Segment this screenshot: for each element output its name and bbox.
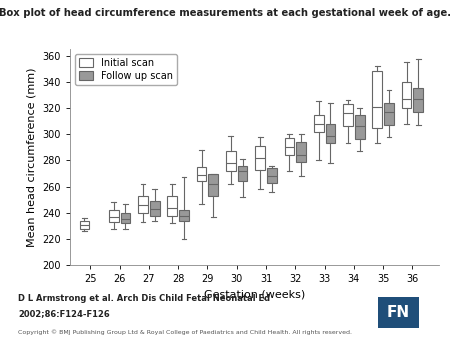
PathPatch shape bbox=[208, 173, 218, 196]
PathPatch shape bbox=[138, 196, 148, 213]
PathPatch shape bbox=[414, 88, 423, 112]
PathPatch shape bbox=[179, 210, 189, 221]
PathPatch shape bbox=[238, 166, 248, 182]
PathPatch shape bbox=[167, 196, 177, 216]
Text: Box plot of head circumference measurements at each gestational week of age.: Box plot of head circumference measureme… bbox=[0, 8, 450, 19]
PathPatch shape bbox=[325, 124, 335, 143]
X-axis label: Gestation (weeks): Gestation (weeks) bbox=[203, 290, 305, 300]
Y-axis label: Mean head circumference (mm): Mean head circumference (mm) bbox=[27, 67, 36, 247]
PathPatch shape bbox=[284, 138, 294, 155]
Text: D L Armstrong et al. Arch Dis Child Fetal Neonatal Ed: D L Armstrong et al. Arch Dis Child Feta… bbox=[18, 294, 270, 303]
Text: Copyright © BMJ Publishing Group Ltd & Royal College of Paediatrics and Child He: Copyright © BMJ Publishing Group Ltd & R… bbox=[18, 329, 352, 335]
PathPatch shape bbox=[314, 115, 324, 131]
PathPatch shape bbox=[373, 71, 382, 128]
PathPatch shape bbox=[197, 167, 207, 182]
PathPatch shape bbox=[296, 142, 306, 162]
PathPatch shape bbox=[343, 104, 353, 126]
PathPatch shape bbox=[384, 103, 394, 125]
PathPatch shape bbox=[402, 82, 411, 108]
Text: FN: FN bbox=[387, 305, 410, 320]
PathPatch shape bbox=[355, 115, 364, 140]
Legend: Initial scan, Follow up scan: Initial scan, Follow up scan bbox=[75, 54, 177, 84]
PathPatch shape bbox=[150, 201, 159, 216]
PathPatch shape bbox=[121, 213, 130, 223]
PathPatch shape bbox=[267, 168, 277, 183]
Text: 2002;86:F124-F126: 2002;86:F124-F126 bbox=[18, 309, 110, 318]
PathPatch shape bbox=[255, 146, 265, 170]
PathPatch shape bbox=[226, 151, 236, 171]
PathPatch shape bbox=[109, 210, 118, 222]
PathPatch shape bbox=[80, 221, 89, 228]
